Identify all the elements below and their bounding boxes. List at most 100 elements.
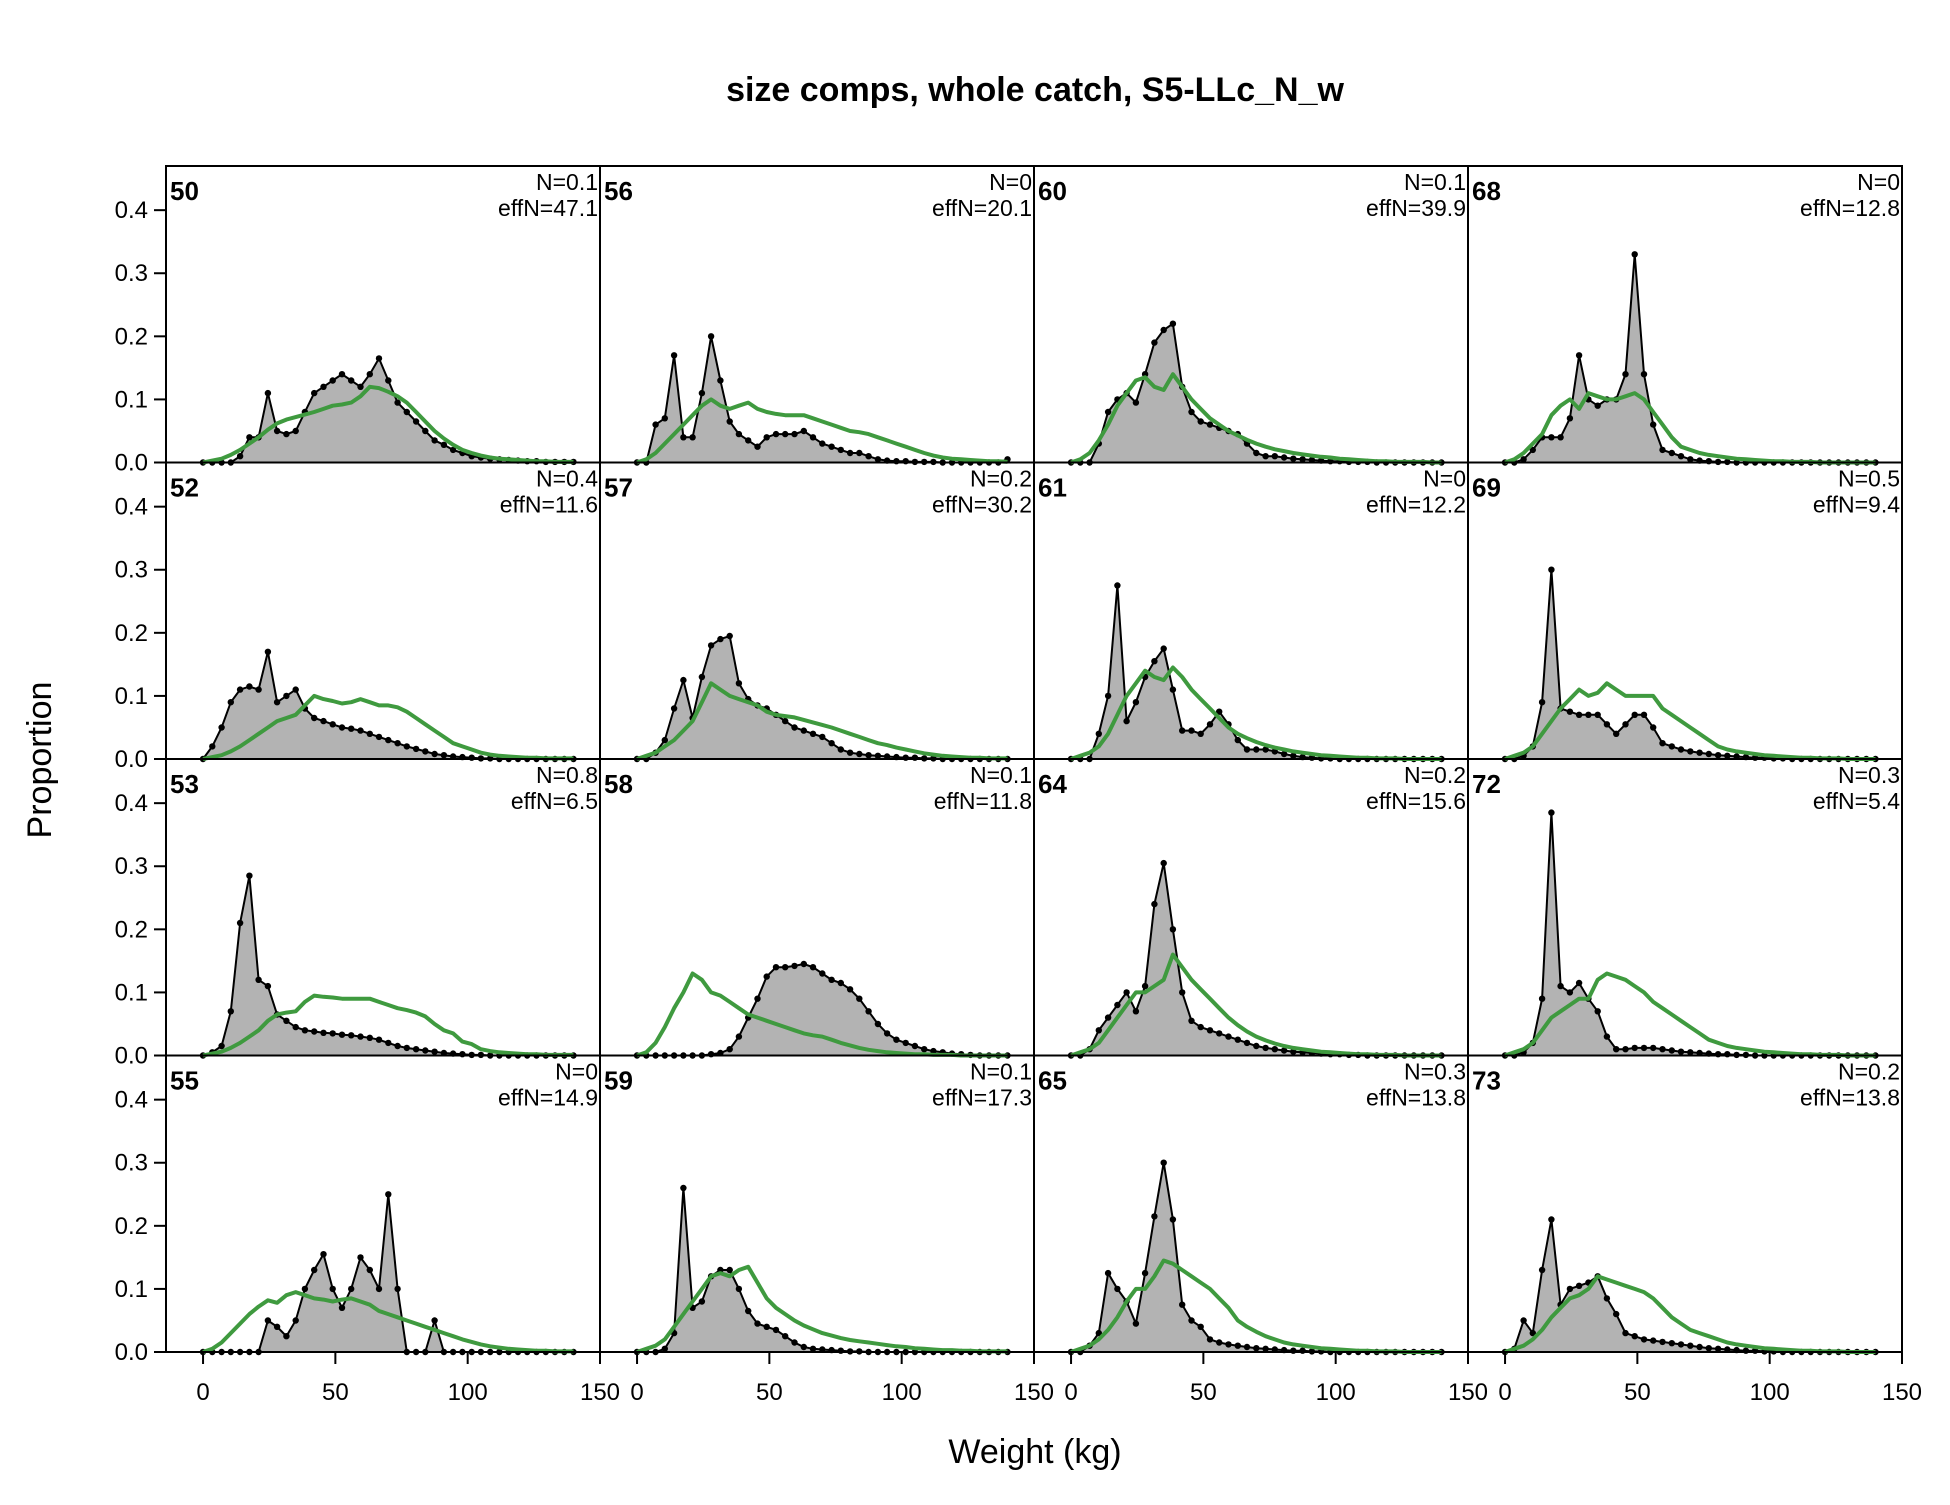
observed-point [440,752,448,759]
observed-point [1659,740,1666,747]
observed-point [320,1029,327,1037]
observed-point [394,740,401,747]
observed-point [1179,1301,1186,1308]
observed-point [218,1042,225,1050]
expected-line [1504,1274,1876,1354]
panel-effn-label: effN=12.2 [1366,492,1466,518]
observed-point [1622,1329,1629,1337]
observed-point [1280,454,1288,461]
observed-point [1557,982,1564,990]
observed-area [203,875,574,1056]
observed-area [1071,1162,1442,1352]
observed-point [1575,1282,1583,1290]
observed-point [357,383,364,390]
observed-point [661,736,668,744]
observed-point [1650,1044,1657,1052]
x-tick-label: 0 [630,1379,643,1406]
y-tick-label: 0.2 [115,1213,148,1240]
y-tick-label: 0.1 [115,386,148,413]
observed-area [637,336,1008,463]
observed-point [264,1317,272,1324]
observed-point [246,434,253,441]
observed-point [735,1285,743,1293]
observed-point [800,1343,807,1351]
observed-point [273,427,281,435]
observed-point [264,648,272,655]
observed-point [1290,455,1297,462]
observed-point [1243,1039,1251,1047]
panel-label: 73 [1472,1066,1501,1096]
observed-point [1151,658,1158,665]
observed-point [1677,746,1685,753]
observed-point [1548,566,1555,573]
observed-point [1169,926,1177,933]
observed-point [1585,711,1592,718]
observed-point [1104,1014,1112,1021]
observed-point [375,1285,383,1293]
chart-title: size comps, whole catch, S5-LLc_N_w [726,71,1344,109]
panel-n-label: N=0 [989,169,1032,195]
observed-point [422,748,429,755]
observed-area [203,651,574,759]
observed-point [856,449,863,457]
observed-point [412,418,420,425]
observed-point [652,421,659,428]
observed-point [809,434,817,441]
observed-point [763,973,770,980]
observed-point [1566,415,1574,422]
observed-point [255,686,262,693]
observed-point [1299,456,1306,463]
observed-point [717,635,724,643]
observed-point [431,1317,438,1324]
observed-point [1197,1023,1204,1031]
observed-point [320,1251,327,1258]
observed-point [791,1339,798,1346]
observed-point [1538,995,1546,1002]
observed-area [1071,863,1442,1056]
observed-point [1253,1042,1260,1050]
y-tick-label: 0.2 [115,916,148,943]
y-tick-label: 0.4 [115,197,148,224]
panel-border [1467,1054,1903,1353]
observed-point [1677,1048,1685,1055]
observed-point [1197,1323,1204,1331]
x-tick-label: 50 [1624,1379,1651,1406]
observed-point [1548,434,1555,441]
y-tick-label: 0.3 [115,260,148,287]
observed-point [1206,421,1214,428]
observed-point [809,964,817,971]
observed-point [357,1254,364,1261]
observed-point [1114,1001,1121,1009]
observed-point [791,724,798,731]
observed-point [292,686,299,693]
observed-point [329,377,336,384]
observed-point [1253,1345,1260,1352]
observed-point [698,673,706,681]
observed-area [1505,254,1876,463]
observed-area [637,964,1008,1056]
observed-point [1123,989,1130,996]
observed-point [689,434,696,441]
observed-point [1622,371,1629,378]
observed-point [1206,721,1214,728]
panel-label: 52 [170,473,199,503]
observed-point [902,1039,909,1047]
observed-point [320,717,327,725]
panel-effn-label: effN=12.8 [1800,195,1900,221]
expected-line [1070,372,1442,465]
observed-point [1640,371,1648,378]
observed-point [1253,746,1260,753]
observed-point [1132,1320,1140,1327]
panel-label: 50 [170,176,199,206]
observed-point [1132,399,1140,406]
observed-point [1687,456,1694,463]
observed-point [1705,1345,1713,1352]
observed-point [828,443,835,450]
x-tick-label: 0 [1064,1379,1077,1406]
expected-line [1504,681,1876,761]
observed-point [1603,721,1611,728]
y-axis-label: Proportion [21,682,59,839]
observed-point [1225,1341,1232,1348]
panel-effn-label: effN=15.6 [1366,788,1466,814]
